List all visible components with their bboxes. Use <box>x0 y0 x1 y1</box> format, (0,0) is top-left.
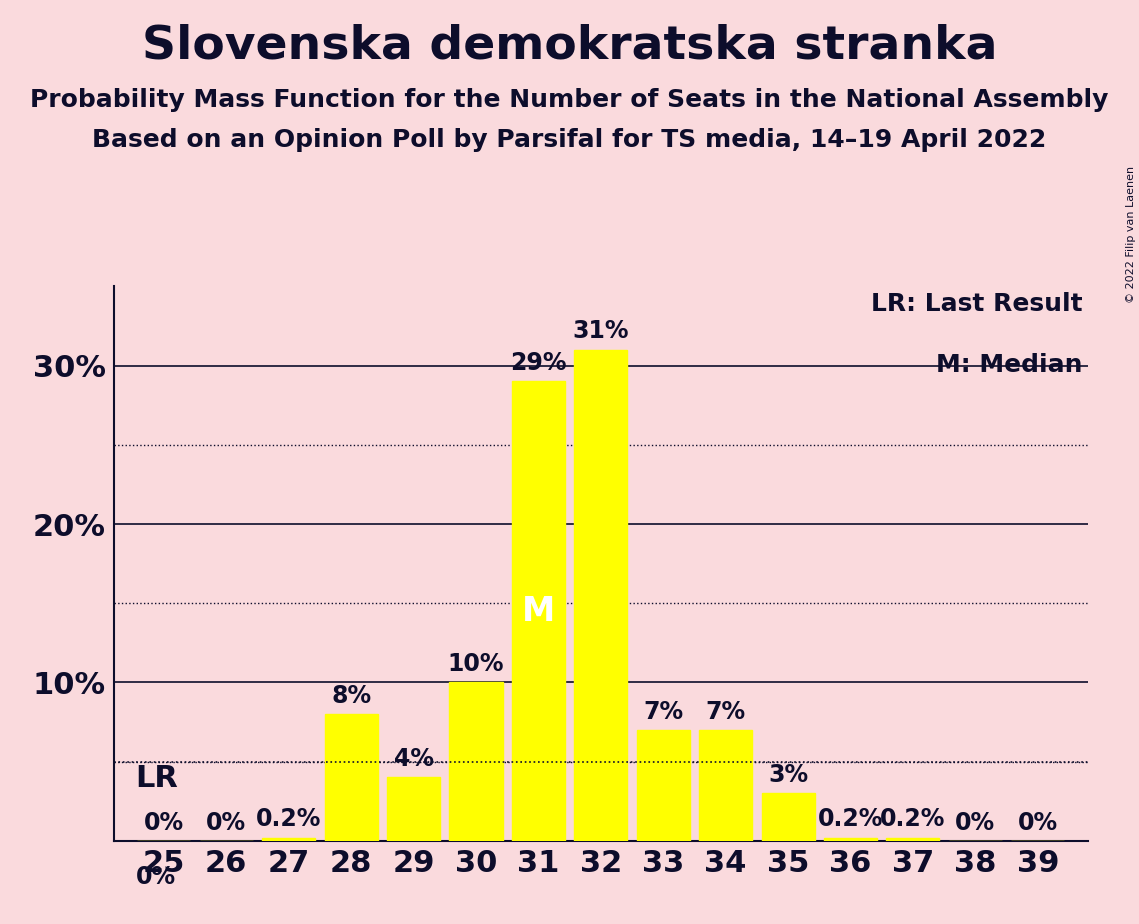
Text: 0%: 0% <box>956 810 995 834</box>
Text: 0%: 0% <box>1018 810 1058 834</box>
Text: 7%: 7% <box>644 699 683 723</box>
Bar <box>823 838 877 841</box>
Text: 31%: 31% <box>573 320 629 344</box>
Text: M: M <box>522 595 555 627</box>
Text: 0.2%: 0.2% <box>256 808 321 832</box>
Text: M: Median: M: Median <box>936 353 1083 377</box>
Bar <box>886 838 940 841</box>
Text: 29%: 29% <box>510 351 566 375</box>
Bar <box>762 794 814 841</box>
Text: Slovenska demokratska stranka: Slovenska demokratska stranka <box>141 23 998 68</box>
Bar <box>262 838 316 841</box>
Text: 7%: 7% <box>706 699 746 723</box>
Text: Probability Mass Function for the Number of Seats in the National Assembly: Probability Mass Function for the Number… <box>31 88 1108 112</box>
Text: LR: LR <box>136 764 179 793</box>
Text: 10%: 10% <box>448 652 505 676</box>
Text: Based on an Opinion Poll by Parsifal for TS media, 14–19 April 2022: Based on an Opinion Poll by Parsifal for… <box>92 128 1047 152</box>
Text: 4%: 4% <box>394 748 434 772</box>
Text: © 2022 Filip van Laenen: © 2022 Filip van Laenen <box>1126 166 1136 303</box>
Bar <box>574 350 628 841</box>
Bar <box>699 730 752 841</box>
Bar <box>637 730 690 841</box>
Bar <box>325 714 378 841</box>
Text: LR: Last Result: LR: Last Result <box>871 292 1083 316</box>
Bar <box>387 777 440 841</box>
Text: 3%: 3% <box>768 763 809 787</box>
Bar <box>511 382 565 841</box>
Text: 0%: 0% <box>144 810 183 834</box>
Bar <box>450 683 502 841</box>
Text: 0%: 0% <box>136 865 175 889</box>
Text: 0%: 0% <box>206 810 246 834</box>
Text: 0.2%: 0.2% <box>818 808 883 832</box>
Text: 8%: 8% <box>331 684 371 708</box>
Text: 0.2%: 0.2% <box>880 808 945 832</box>
